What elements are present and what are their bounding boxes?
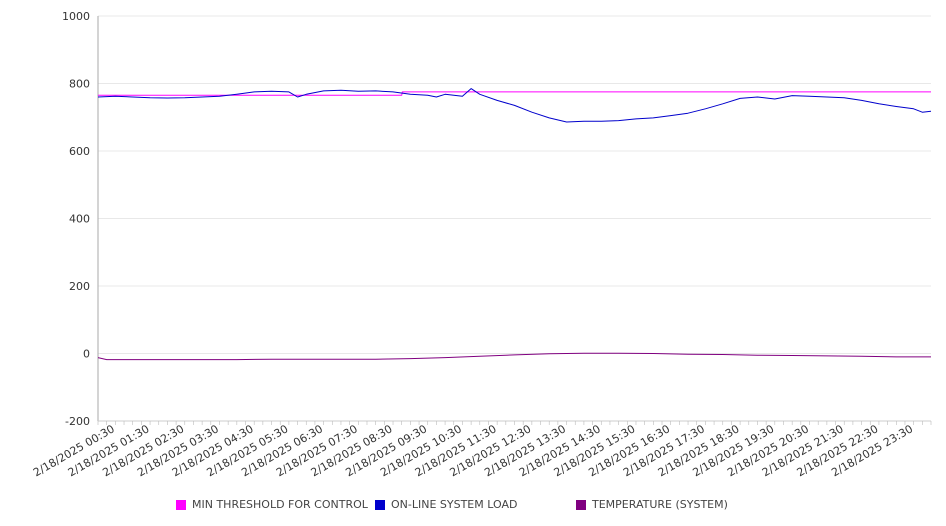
- grid-lines: [98, 15, 931, 422]
- legend-label-temperature: TEMPERATURE (SYSTEM): [592, 498, 728, 511]
- y-tick-labels: -200 0 200 400 600 800 1000: [62, 10, 90, 428]
- y-tick-label: 400: [69, 213, 90, 226]
- series-line-1: [97, 88, 932, 123]
- y-tick-label: 200: [69, 280, 90, 293]
- legend-item-online-system-load[interactable]: ON-LINE SYSTEM LOAD: [375, 498, 517, 511]
- legend-item-min-threshold[interactable]: MIN THRESHOLD FOR CONTROL: [176, 498, 368, 511]
- series-line-2: [97, 352, 931, 361]
- y-tick-label: 1000: [62, 10, 90, 23]
- legend-swatch-online-system-load: [375, 499, 385, 510]
- legend-swatch-temperature: [576, 499, 586, 510]
- legend-swatch-min-threshold: [176, 499, 186, 510]
- legend-label-online-system-load: ON-LINE SYSTEM LOAD: [391, 498, 518, 511]
- y-tick-label: 800: [69, 78, 90, 91]
- legend-label-min-threshold: MIN THRESHOLD FOR CONTROL: [192, 498, 368, 511]
- series-line-0: [98, 91, 931, 96]
- y-tick-label: 600: [69, 145, 90, 158]
- series-lines: [97, 88, 932, 361]
- x-tick-labels: 2/18/2025 00:302/18/2025 01:302/18/2025 …: [31, 422, 915, 479]
- axes: [97, 16, 932, 425]
- legend: MIN THRESHOLD FOR CONTROL ON-LINE SYSTEM…: [0, 498, 946, 514]
- y-tick-label: 0: [83, 348, 90, 361]
- legend-item-temperature[interactable]: TEMPERATURE (SYSTEM): [576, 498, 728, 511]
- y-tick-label: -200: [65, 415, 90, 428]
